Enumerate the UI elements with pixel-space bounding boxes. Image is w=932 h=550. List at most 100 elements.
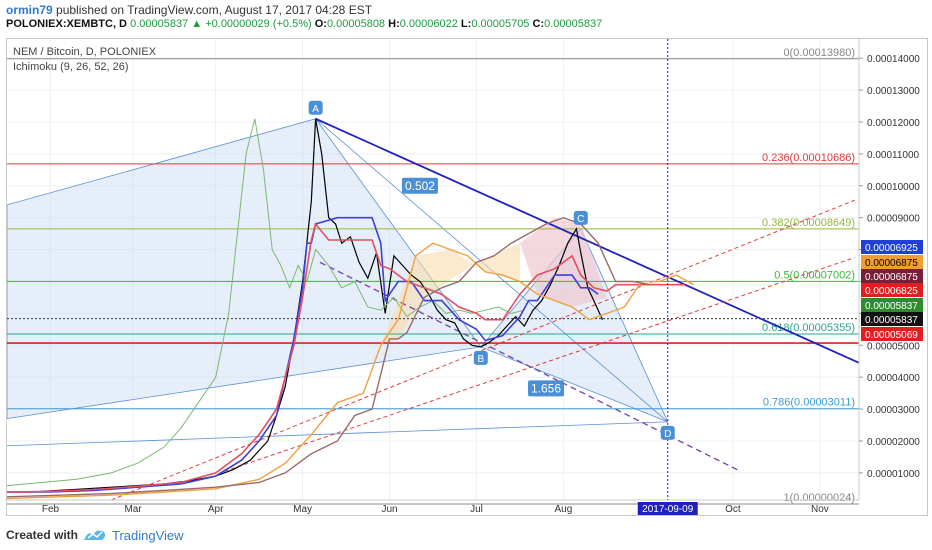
tradingview-logo-icon[interactable] [82, 526, 108, 544]
date-marker-label: 2017-09-09 [637, 502, 698, 515]
fib-level-label: 0.382(0.00008649) [762, 217, 855, 229]
series-line [7, 216, 651, 498]
author-name[interactable]: ormin79 [6, 3, 53, 17]
price-label-bg [861, 240, 923, 254]
price-label-bg [861, 298, 923, 312]
ratio-label: 1.656 [528, 380, 565, 397]
price-label: 0.00005069 [861, 327, 923, 341]
y-tick-label: 0.00005000 [867, 341, 920, 352]
low-value: 0.00005705 [471, 18, 530, 30]
open-value: 0.00005808 [326, 18, 386, 30]
fib-level-label: 0.618(0.00005355) [762, 322, 855, 334]
y-tick-label: 0.00004000 [867, 373, 920, 384]
close-label: C: [532, 18, 545, 30]
pattern-triangle-bcd [480, 228, 669, 423]
symbol-label: POLONIEX:XEMBTC, D [6, 18, 128, 30]
price-label-text: 0.00005837 [865, 301, 918, 312]
price-label-text: 0.00006875 [865, 258, 918, 269]
y-tick-label: 0.00001000 [867, 469, 920, 480]
pattern-point-label: C [577, 214, 584, 225]
chart-area[interactable]: 0(0.00013980) 0.236(0.00010686) 0.382(0.00… [6, 38, 928, 516]
y-tick-label: 0.00009000 [867, 214, 920, 225]
ratio-label-text: 1.656 [531, 381, 561, 395]
ratio-label-text: 0.502 [405, 179, 435, 193]
x-tick-label: May [293, 504, 312, 515]
fib-level-label: 0(0.00013980) [783, 47, 855, 59]
price-label: 0.00006875 [861, 269, 923, 283]
high-value: 0.00006022 [399, 18, 458, 30]
pattern-point-label: B [477, 354, 484, 365]
trend-line-rising-1 [111, 199, 855, 501]
ichimoku-cloud-bull [380, 243, 520, 346]
pattern-point-label: A [312, 104, 319, 115]
legend-title: NEM / Bitcoin, D, POLONIEX [13, 46, 157, 58]
fib-level-label: 0.236(0.00010686) [762, 152, 855, 164]
price-label-bg [861, 283, 923, 297]
date-marker-bg [637, 502, 698, 515]
price-label-text: 0.00006825 [865, 286, 918, 297]
y-tick-label: 0.00014000 [867, 54, 920, 65]
trend-line-resistance [315, 117, 860, 364]
series-line [7, 216, 599, 493]
open-label: O: [314, 18, 327, 30]
high-label: H: [388, 18, 400, 30]
low-label: L: [460, 18, 472, 30]
published-text: published on TradingView.com, August 17,… [56, 3, 373, 17]
series-line [7, 118, 525, 487]
y-tick-label: 0.00011000 [867, 150, 920, 161]
ratio-label: 0.502 [401, 177, 438, 194]
price-label: 0.00005837 [861, 298, 923, 312]
x-tick-label: Jun [381, 504, 397, 515]
trend-line-purple [319, 261, 738, 471]
created-with-label: Created with [6, 528, 79, 542]
trend-line-rising-2 [224, 257, 855, 472]
y-tick-label: 0.00002000 [867, 437, 920, 448]
x-tick-label: Oct [725, 504, 741, 515]
ratio-label-bg [528, 380, 565, 397]
x-tick-label: Aug [555, 504, 573, 515]
price-label-bg [861, 312, 923, 326]
price-label-text: 0.00005837 [865, 315, 918, 326]
price-label-text: 0.00006875 [865, 272, 918, 283]
ratio-label-bg [401, 177, 438, 194]
series-line [7, 222, 686, 493]
last-price: 0.00005837 [130, 18, 189, 30]
pattern-line-xd [7, 421, 668, 447]
price-label-bg [861, 327, 923, 341]
fib-level-label: 0.5(0.00007002) [774, 269, 855, 281]
up-arrow-icon: ▲ [191, 18, 203, 30]
fib-level-label: 1(0.00000024) [783, 492, 855, 504]
price-change: +0.00000029 (+0.5%) [205, 18, 312, 30]
price-label-text: 0.00006925 [865, 243, 918, 254]
ohlc-line: POLONIEX:XEMBTC, D 0.00005837 ▲ +0.00000… [6, 18, 602, 30]
date-marker-text: 2017-09-09 [642, 504, 694, 515]
price-chart[interactable]: 0(0.00013980) 0.236(0.00010686) 0.382(0.00… [7, 39, 927, 515]
price-label: 0.00006925 [861, 240, 923, 254]
y-tick-label: 0.00010000 [867, 182, 920, 193]
footer: Created with TradingView [0, 522, 932, 550]
y-tick-label: 0.00003000 [867, 405, 920, 416]
x-tick-label: Feb [42, 504, 60, 515]
series-line [7, 242, 695, 500]
close-value: 0.00005837 [544, 18, 603, 30]
pattern-point-c: C [573, 210, 588, 225]
x-tick-label: Apr [208, 504, 224, 515]
header-bar: ormin79 published on TradingView.com, Au… [0, 0, 932, 36]
price-label-text: 0.00005069 [865, 330, 918, 341]
pattern-point-bg [473, 350, 488, 365]
publish-line: ormin79 published on TradingView.com, Au… [6, 3, 372, 17]
tradingview-brand[interactable]: TradingView [112, 528, 184, 543]
pattern-point-bg [308, 100, 323, 115]
pattern-point-a: A [308, 100, 323, 115]
price-label: 0.00006825 [861, 283, 923, 297]
price-label: 0.00005837 [861, 312, 923, 326]
series-line [7, 118, 604, 493]
legend-indicator: Ichimoku (9, 26, 52, 26) [13, 61, 129, 73]
x-tick-label: Nov [811, 504, 829, 515]
pattern-point-bg [660, 425, 675, 440]
pattern-point-label: D [664, 429, 671, 440]
price-label-bg [861, 255, 923, 269]
y-tick-label: 0.00012000 [867, 118, 920, 129]
pattern-point-b: B [473, 350, 488, 365]
fib-level-label: 0.786(0.00003011) [763, 397, 855, 409]
